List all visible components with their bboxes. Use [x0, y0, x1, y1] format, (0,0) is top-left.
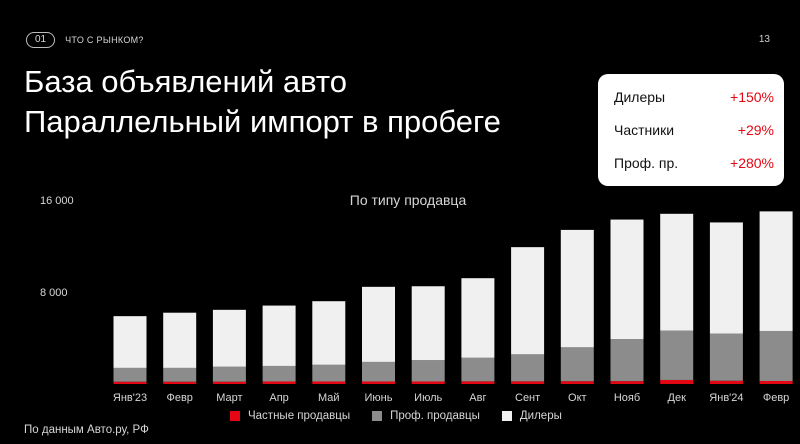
bar-segment-dealers [312, 301, 346, 365]
growth-label: Частники [614, 121, 675, 138]
y-tick-label: 8 000 [40, 287, 68, 299]
x-tick-label: Авг [469, 392, 486, 404]
x-axis: Янв'23 Февр Март Апр Май Июнь Июль Авг Сент Окт Но… [113, 392, 789, 404]
bar-segment-dealers [511, 247, 545, 355]
bar-segment-pro [560, 347, 594, 382]
bar-segment-pro [163, 367, 197, 382]
bar-segment-dealers [113, 316, 147, 368]
section-title: ЧТО С РЫНКОМ? [65, 35, 144, 45]
growth-row-dealers: Дилеры +150% [614, 89, 774, 105]
bar-segment-private [511, 381, 545, 384]
header-bar: 01 ЧТО С РЫНКОМ? [26, 32, 144, 48]
bar-segment-private [660, 379, 694, 384]
bar-segment-dealers [610, 219, 644, 340]
bar-segment-private [610, 381, 644, 384]
legend-swatch-pro [372, 411, 383, 421]
legend-item-private: Частные продавцы [230, 410, 350, 422]
chart-title: По типу продавца [349, 192, 467, 208]
bar-segment-dealers [461, 278, 495, 358]
growth-summary-box: Дилеры +150% Частники +29% Проф. пр. +28… [598, 74, 784, 186]
bar-segment-dealers [709, 222, 743, 334]
bar-segment-dealers [362, 286, 395, 362]
legend-label: Проф. продавцы [390, 410, 480, 422]
bar-segment-private [709, 380, 743, 384]
bar-segment-dealers [163, 312, 197, 368]
x-tick-label: Март [216, 392, 242, 404]
bar-segment-pro [461, 357, 495, 382]
bar-segment-pro [610, 339, 644, 382]
legend-label: Частные продавцы [248, 410, 351, 422]
bar-segment-private [212, 381, 246, 384]
bar-segment-private [411, 381, 445, 384]
bar-segment-private [461, 381, 495, 384]
chart-legend: Частные продавцы Проф. продавцы Дилеры [230, 410, 562, 422]
page-number: 13 [758, 34, 770, 45]
bar-segment-pro [212, 366, 246, 382]
legend-swatch-private [230, 411, 240, 421]
slide-title: База объявлений авто Параллельный импорт… [24, 62, 501, 142]
bar-segment-pro [113, 367, 147, 382]
x-tick-label: Нояб [614, 392, 640, 404]
bar-segment-dealers [411, 286, 445, 361]
legend-label: Дилеры [519, 410, 562, 422]
bars [113, 211, 793, 384]
x-tick-label: Янв'24 [709, 392, 743, 404]
bar-segment-pro [709, 333, 743, 381]
bar-segment-pro [411, 360, 445, 382]
bar-segment-dealers [560, 229, 594, 348]
legend-swatch-dealers [501, 411, 512, 421]
x-tick-label: Май [318, 392, 340, 404]
x-tick-label: Июль [414, 392, 442, 404]
bar-segment-pro [660, 330, 694, 380]
bar-segment-pro [511, 354, 545, 382]
slide-title-line-1: База объявлений авто [24, 64, 348, 99]
x-tick-label: Янв'23 [113, 392, 147, 404]
bar-segment-pro [759, 330, 793, 382]
bar-segment-private [113, 381, 147, 384]
growth-row-pro: Проф. пр. +280% [614, 155, 774, 171]
bar-segment-private [163, 381, 197, 384]
growth-value: +280% [730, 155, 774, 172]
bar-segment-private [560, 381, 594, 384]
legend-item-dealers: Дилеры [501, 410, 562, 422]
growth-row-private: Частники +29% [614, 122, 774, 138]
bar-segment-pro [362, 361, 395, 382]
slide-title-line-2: Параллельный импорт в пробеге [24, 104, 501, 139]
x-tick-label: Февр [166, 392, 192, 404]
section-number-badge: 01 [26, 32, 56, 48]
y-axis: 8 000 16 000 [40, 195, 74, 299]
x-tick-label: Февр [763, 392, 789, 404]
bar-segment-private [759, 381, 793, 384]
bar-segment-pro [312, 364, 346, 382]
x-tick-label: Июнь [365, 392, 393, 404]
bar-segment-dealers [759, 211, 793, 331]
growth-value: +29% [737, 121, 774, 138]
growth-label: Дилеры [614, 88, 666, 105]
bar-segment-private [262, 381, 296, 384]
legend-item-pro: Проф. продавцы [372, 410, 480, 422]
growth-value: +150% [730, 88, 774, 105]
bar-segment-private [312, 381, 346, 384]
x-tick-label: Дек [668, 392, 687, 404]
bar-segment-dealers [212, 309, 246, 367]
bar-segment-dealers [262, 305, 296, 366]
data-source-note: По данным Авто.ру, РФ [24, 424, 149, 436]
y-tick-label: 16 000 [40, 195, 74, 207]
bar-segment-pro [262, 365, 296, 382]
x-tick-label: Сент [515, 392, 540, 404]
bar-segment-private [362, 381, 395, 384]
bar-segment-dealers [660, 213, 694, 331]
growth-label: Проф. пр. [614, 155, 679, 172]
x-tick-label: Апр [269, 392, 288, 404]
x-tick-label: Окт [568, 392, 587, 404]
